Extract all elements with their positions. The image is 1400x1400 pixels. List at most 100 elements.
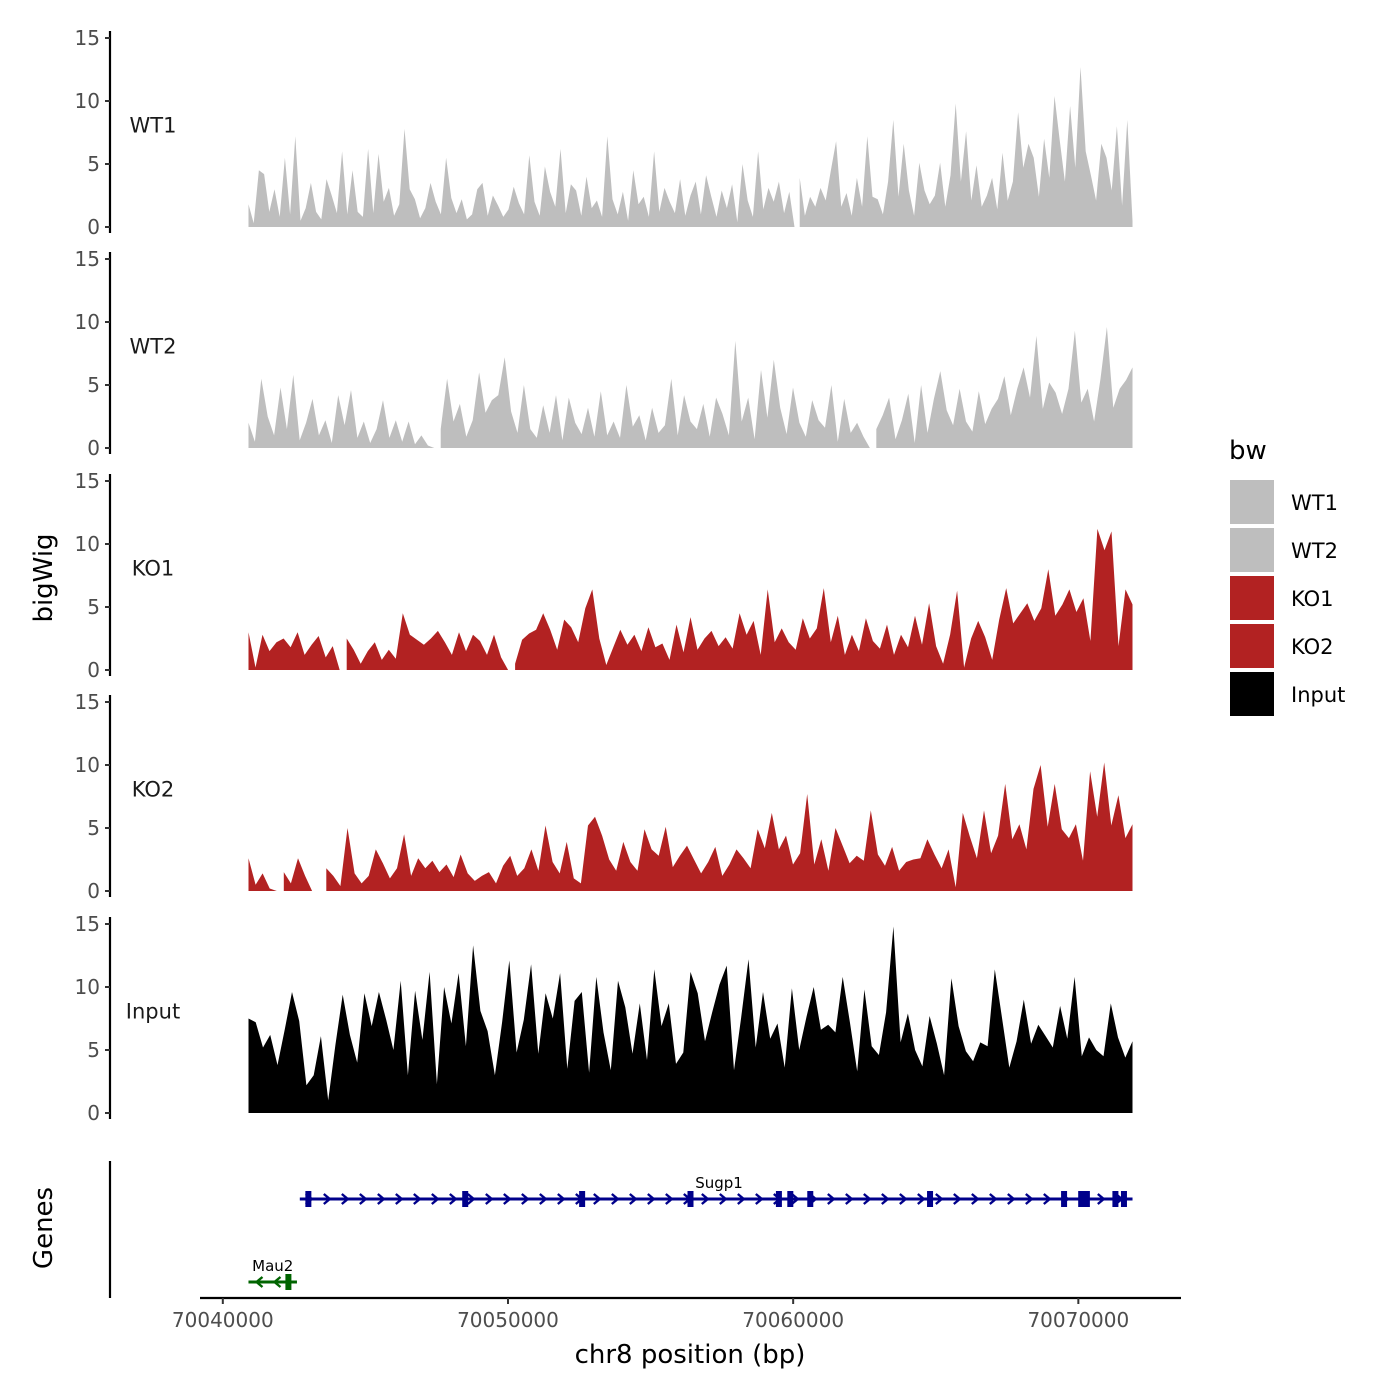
exon: [285, 1274, 292, 1290]
y-tick-label: 15: [75, 690, 100, 714]
strand-chevron: [254, 1276, 264, 1288]
exon: [927, 1191, 934, 1207]
gene-label: Mau2: [252, 1257, 293, 1275]
exon: [1112, 1191, 1119, 1207]
strand-chevron: [899, 1193, 908, 1205]
strand-chevron: [377, 1193, 386, 1205]
legend-swatch: [1230, 672, 1274, 716]
y-tick-label: 0: [87, 1101, 100, 1125]
strand-chevron: [719, 1193, 728, 1205]
strand-chevron: [557, 1193, 566, 1205]
gene-mau2: Mau2: [248, 1257, 297, 1290]
strand-chevron: [431, 1193, 440, 1205]
gene-label: Sugp1: [695, 1174, 743, 1192]
exon: [1083, 1191, 1090, 1207]
strand-chevron: [341, 1193, 350, 1205]
strand-chevron: [467, 1193, 476, 1205]
legend-item-wt2: WT2: [1230, 528, 1338, 572]
x-tick-label: 70060000: [742, 1308, 844, 1332]
exon: [1078, 1191, 1085, 1207]
genes-axis-title: Genes: [29, 1187, 59, 1269]
y-tick-label: 10: [75, 975, 100, 999]
exon: [807, 1191, 814, 1207]
exon: [579, 1191, 586, 1207]
y-tick-label: 15: [75, 26, 100, 50]
strand-chevron: [845, 1193, 854, 1205]
x-tick-label: 70050000: [457, 1308, 559, 1332]
track-panels: 0 5 10 15 WT1 0 5 10 15 WT2 0 5 10 15 KO1 0 5 10 15 KO2 0 5 10…: [75, 26, 1133, 1125]
strand-chevron: [1025, 1193, 1034, 1205]
legend-label: KO1: [1291, 587, 1334, 611]
legend-label: Input: [1291, 683, 1345, 707]
y-tick-label: 10: [75, 89, 100, 113]
y-tick-label: 10: [75, 532, 100, 556]
strand-chevron: [485, 1193, 494, 1205]
exon: [687, 1191, 694, 1207]
y-tick-label: 0: [87, 658, 100, 682]
strand-chevron: [953, 1193, 962, 1205]
track-label-wt2: WT2: [130, 335, 177, 359]
strand-chevron: [971, 1193, 980, 1205]
legend-item-ko1: KO1: [1230, 576, 1334, 620]
y-tick-label: 10: [75, 310, 100, 334]
track-wt1: 0 5 10 15 WT1: [75, 26, 1133, 239]
strand-chevron: [593, 1193, 602, 1205]
y-tick-label: 5: [87, 373, 100, 397]
track-label-ko2: KO2: [132, 778, 175, 802]
track-label-wt1: WT1: [130, 114, 177, 138]
strand-chevron: [935, 1193, 944, 1205]
strand-chevron: [917, 1193, 926, 1205]
genes-panel: Sugp1 Mau2: [108, 1161, 1133, 1298]
legend-item-wt1: WT1: [1230, 480, 1338, 524]
series-area-ko1: [248, 528, 1133, 670]
legend-title: bw: [1229, 436, 1267, 466]
track-label-input: Input: [126, 1000, 180, 1024]
x-axis-title: chr8 position (bp): [575, 1340, 806, 1370]
y-tick-label: 5: [87, 595, 100, 619]
legend-swatch: [1230, 528, 1274, 572]
exon: [775, 1191, 782, 1207]
strand-chevron: [503, 1193, 512, 1205]
legend-label: WT2: [1291, 539, 1338, 563]
strand-chevron: [359, 1193, 368, 1205]
legend-label: WT1: [1291, 491, 1338, 515]
legend-swatch: [1230, 624, 1274, 668]
y-tick-label: 5: [87, 152, 100, 176]
exon: [305, 1191, 312, 1207]
y-tick-label: 0: [87, 436, 100, 460]
strand-chevron: [1097, 1193, 1106, 1205]
track-ko2: 0 5 10 15 KO2: [75, 690, 1133, 903]
legend-label: KO2: [1291, 635, 1334, 659]
strand-chevron: [413, 1193, 422, 1205]
track-ko1: 0 5 10 15 KO1: [75, 469, 1133, 682]
strand-chevron: [1043, 1193, 1052, 1205]
strand-chevron: [272, 1276, 282, 1288]
strand-chevron: [539, 1193, 548, 1205]
strand-chevron: [449, 1193, 458, 1205]
strand-chevron: [1007, 1193, 1016, 1205]
legend-item-ko2: KO2: [1230, 624, 1334, 668]
y-axis-title: bigWig: [29, 533, 59, 622]
x-tick-label: 70070000: [1027, 1308, 1129, 1332]
y-tick-label: 0: [87, 215, 100, 239]
legend-item-input: Input: [1230, 672, 1345, 716]
series-area-input: [248, 926, 1133, 1113]
legend: bw WT1 WT2 KO1 KO2 Input: [1229, 436, 1345, 716]
track-label-ko1: KO1: [132, 557, 175, 581]
strand-chevron: [863, 1193, 872, 1205]
exon: [462, 1191, 469, 1207]
strand-chevron: [647, 1193, 656, 1205]
strand-chevron: [629, 1193, 638, 1205]
y-tick-label: 5: [87, 816, 100, 840]
strand-chevron: [323, 1193, 332, 1205]
x-axis: 70040000 70050000 70060000 70070000: [172, 1296, 1181, 1332]
exon: [787, 1191, 794, 1207]
strand-chevron: [737, 1193, 746, 1205]
strand-chevron: [665, 1193, 674, 1205]
strand-chevron: [989, 1193, 998, 1205]
track-input: 0 5 10 15 Input: [75, 912, 1133, 1125]
y-tick-label: 5: [87, 1038, 100, 1062]
legend-swatch: [1230, 576, 1274, 620]
legend-swatch: [1230, 480, 1274, 524]
